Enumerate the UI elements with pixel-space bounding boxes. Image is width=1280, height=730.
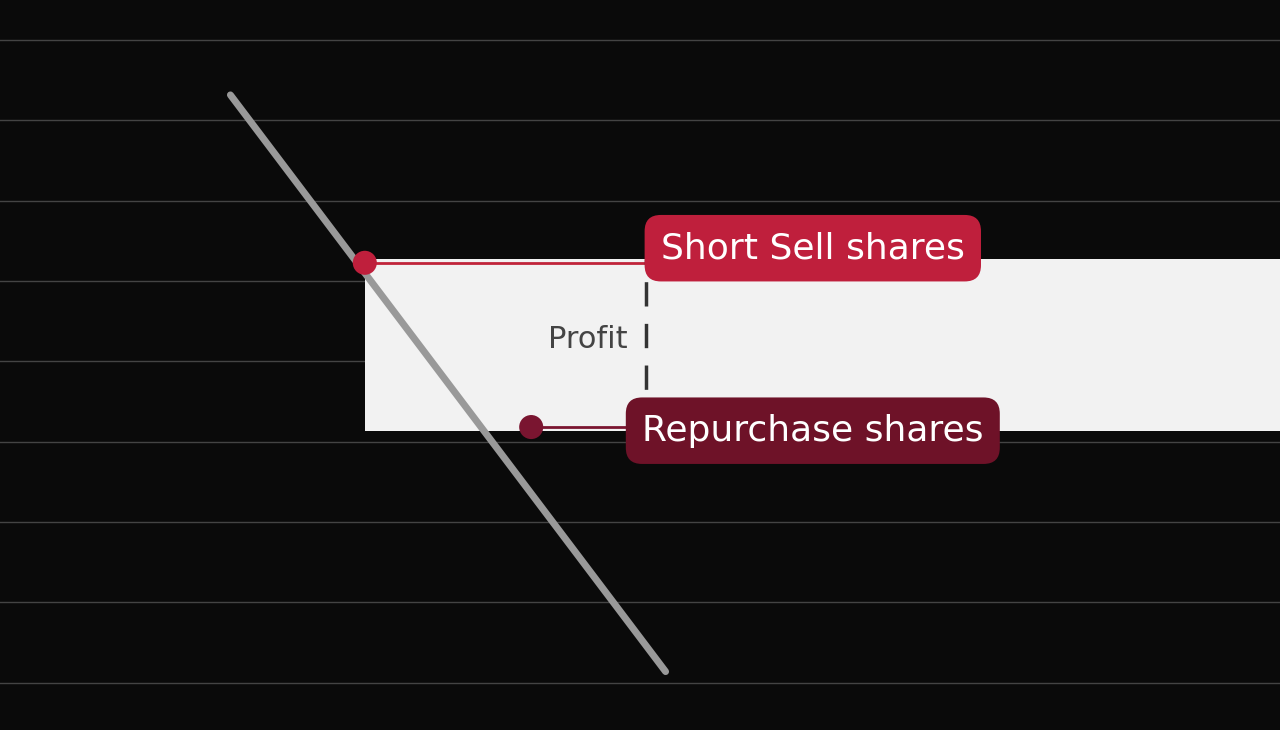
Text: Short Sell shares: Short Sell shares [660, 231, 965, 265]
Text: Profit: Profit [548, 325, 627, 354]
Point [521, 421, 541, 433]
Bar [365, 259, 1280, 431]
Polygon shape [365, 263, 646, 427]
Point [355, 257, 375, 269]
Text: Repurchase shares: Repurchase shares [643, 414, 983, 447]
